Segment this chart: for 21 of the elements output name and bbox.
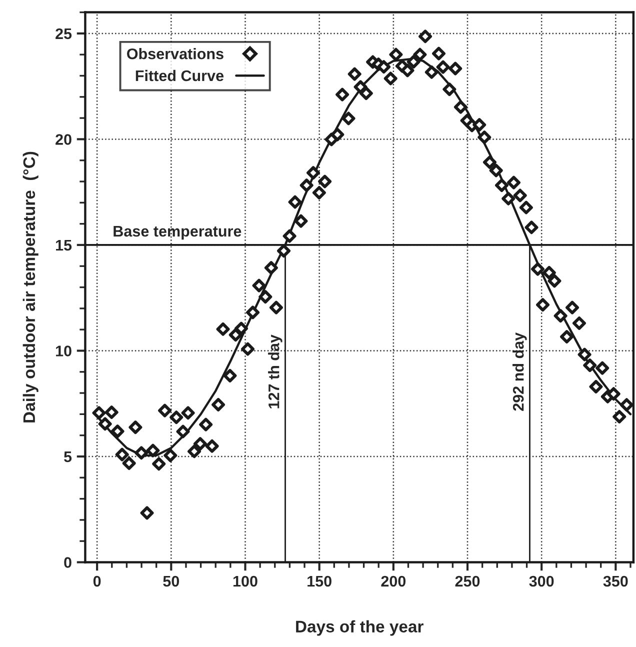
y-tick-label: 20 (56, 134, 72, 145)
x-axis-title: Days of the year (296, 620, 424, 636)
y-tick-label: 0 (64, 557, 72, 568)
y-tick-label: 10 (56, 346, 72, 356)
y-axis-title: Daily outdoor air temperature (°C) (22, 152, 38, 422)
x-tick-label: 150 (308, 576, 332, 587)
y-tick-label: 25 (56, 28, 72, 40)
legend-label: Fitted Curve (136, 70, 224, 82)
y-tick-label: 5 (64, 452, 72, 462)
x-tick-label: 50 (163, 576, 180, 587)
x-tick-label: 200 (381, 576, 406, 587)
x-tick-label: 0 (93, 576, 101, 587)
x-tick-label: 300 (529, 576, 554, 587)
y-tick-label: 15 (56, 240, 72, 251)
legend-label: Observations (127, 48, 224, 60)
x-tick-label: 100 (233, 576, 258, 587)
ref-line-label: 292 nd day (512, 332, 527, 411)
ref-line-label: 127 th day (268, 334, 282, 408)
x-tick-label: 350 (603, 576, 628, 587)
ref-line-label: Base temperature (114, 226, 242, 240)
x-tick-label: 250 (455, 576, 480, 587)
